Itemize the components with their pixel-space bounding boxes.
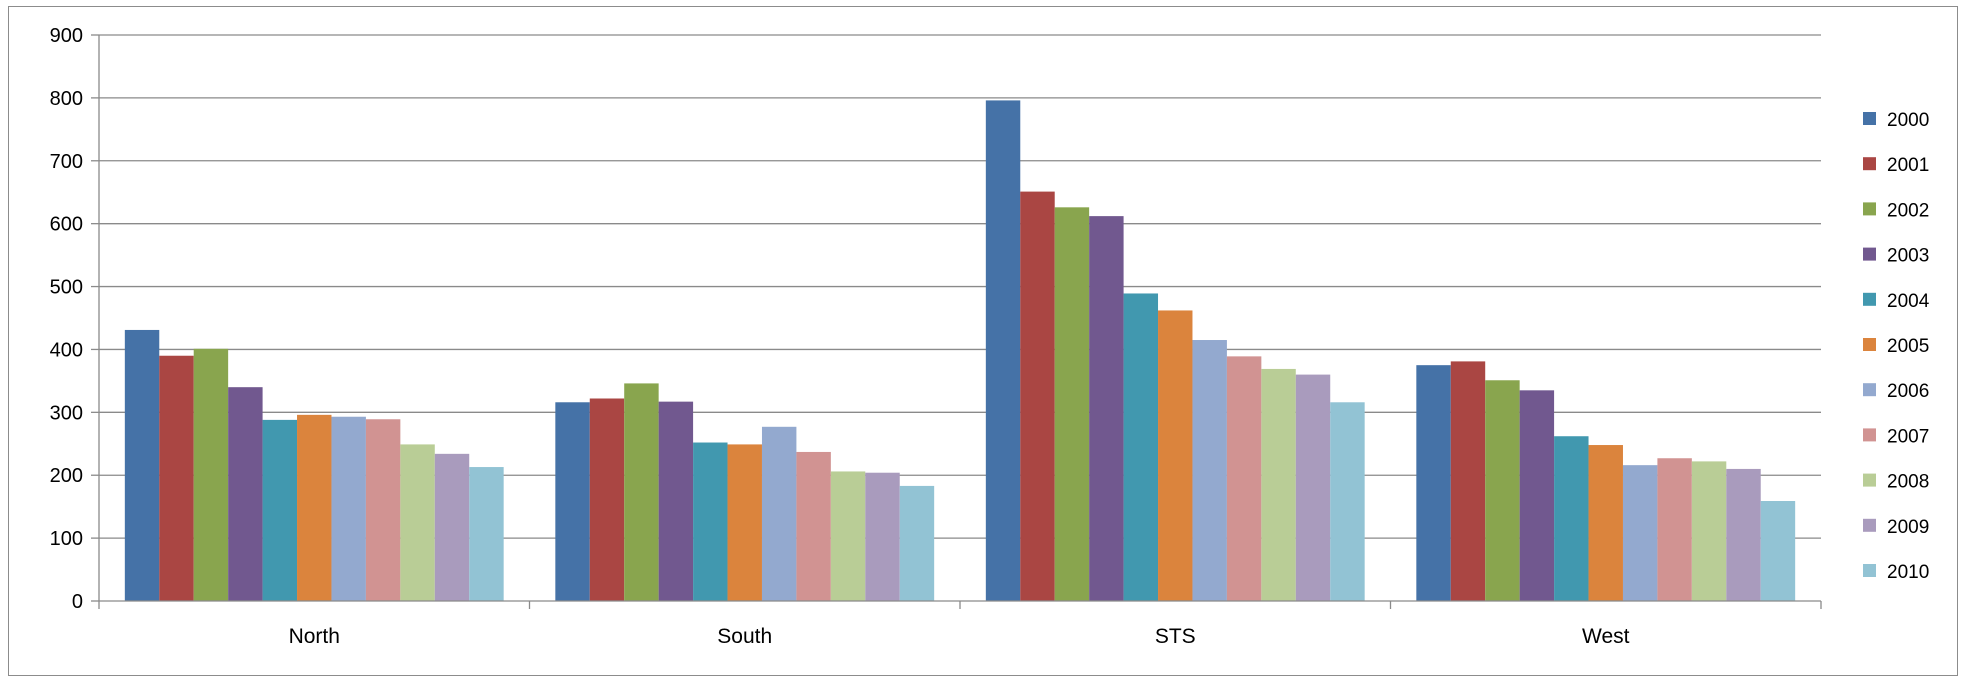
bar-north-2006 bbox=[331, 416, 366, 601]
bar-sts-2008 bbox=[1261, 368, 1296, 601]
legend-swatch bbox=[1863, 428, 1876, 442]
bar-south-2008 bbox=[830, 471, 866, 601]
y-tick-label: 600 bbox=[50, 214, 83, 236]
bar-north-2010 bbox=[469, 467, 504, 601]
y-tick-label: 0 bbox=[72, 591, 83, 613]
y-tick-label: 800 bbox=[50, 88, 83, 110]
legend-label: 2000 bbox=[1887, 110, 1929, 131]
y-axis-tick-labels: 0 100 200 300 400 500 600 700 800 900 bbox=[50, 25, 83, 613]
bar-sts-2002 bbox=[1054, 207, 1090, 601]
bar-south-2000 bbox=[555, 402, 590, 601]
bar-sts-2010 bbox=[1330, 402, 1365, 601]
y-tick-label: 900 bbox=[50, 25, 83, 47]
legend: 2000 2001 2002 2003 2004 2005 2006 2007 2008 2009… bbox=[1863, 110, 1930, 583]
bar-sts-2007 bbox=[1226, 356, 1262, 601]
bar-north-2002 bbox=[193, 348, 229, 601]
bar-south-2002 bbox=[624, 383, 659, 601]
bar-south-2005 bbox=[727, 444, 762, 601]
legend-swatch bbox=[1863, 112, 1876, 125]
bars bbox=[124, 100, 1796, 602]
bar-west-2010 bbox=[1760, 501, 1796, 601]
bar-sts-2001 bbox=[1020, 191, 1055, 602]
legend-label: 2002 bbox=[1887, 200, 1929, 221]
legend-swatch bbox=[1863, 518, 1876, 532]
legend-label: 2007 bbox=[1887, 426, 1929, 447]
y-tick-label: 400 bbox=[50, 339, 83, 361]
bar-west-2002 bbox=[1485, 380, 1520, 601]
bar-sts-2006 bbox=[1192, 340, 1227, 601]
bar-north-2005 bbox=[297, 414, 332, 601]
bar-west-2006 bbox=[1622, 465, 1658, 601]
bar-west-2004 bbox=[1554, 436, 1589, 601]
bar-north-2003 bbox=[228, 387, 263, 601]
x-axis-category-labels: North South STS West bbox=[289, 625, 1630, 648]
y-tick-label: 500 bbox=[50, 277, 83, 299]
legend-label: 2003 bbox=[1887, 246, 1929, 267]
legend-swatch bbox=[1863, 247, 1876, 261]
bar-south-2007 bbox=[796, 451, 831, 601]
legend-label: 2009 bbox=[1887, 517, 1929, 538]
category-label: West bbox=[1582, 625, 1630, 648]
bar-north-2008 bbox=[400, 444, 435, 601]
category-label: STS bbox=[1155, 625, 1196, 648]
bar-sts-2009 bbox=[1295, 374, 1331, 601]
category-label: North bbox=[289, 625, 340, 648]
y-tick-label: 700 bbox=[50, 151, 83, 173]
bar-north-2007 bbox=[365, 419, 401, 601]
y-tick-label: 200 bbox=[50, 465, 83, 487]
bar-west-2008 bbox=[1691, 461, 1727, 601]
bar-south-2010 bbox=[899, 485, 935, 601]
chart-container: 0 100 200 300 400 500 600 700 800 900 North South S… bbox=[8, 6, 1958, 676]
bar-north-2009 bbox=[434, 453, 470, 601]
bar-west-2003 bbox=[1519, 390, 1555, 601]
legend-swatch bbox=[1863, 202, 1876, 216]
bar-north-2001 bbox=[159, 355, 194, 601]
legend-swatch bbox=[1863, 473, 1876, 487]
bar-south-2006 bbox=[761, 426, 797, 601]
bar-south-2004 bbox=[693, 442, 728, 601]
bar-west-2007 bbox=[1657, 458, 1692, 601]
legend-label: 2001 bbox=[1887, 155, 1929, 176]
bar-north-2004 bbox=[262, 419, 298, 601]
bar-south-2001 bbox=[589, 398, 625, 601]
bar-west-2009 bbox=[1726, 468, 1761, 601]
bar-sts-2005 bbox=[1158, 310, 1193, 601]
bar-west-2000 bbox=[1416, 365, 1451, 601]
bar-sts-2004 bbox=[1123, 293, 1159, 601]
legend-swatch bbox=[1863, 157, 1876, 171]
legend-label: 2010 bbox=[1887, 562, 1929, 583]
legend-label: 2008 bbox=[1887, 472, 1929, 493]
y-tick-label: 300 bbox=[50, 402, 83, 424]
legend-swatch bbox=[1863, 383, 1876, 397]
legend-label: 2004 bbox=[1887, 291, 1930, 312]
bar-sts-2000 bbox=[985, 100, 1021, 601]
bar-west-2001 bbox=[1450, 361, 1486, 601]
bar-chart: 0 100 200 300 400 500 600 700 800 900 North South S… bbox=[50, 25, 1930, 648]
bar-west-2005 bbox=[1588, 445, 1623, 601]
legend-swatch bbox=[1863, 292, 1876, 306]
bar-north-2000 bbox=[124, 329, 160, 601]
bar-sts-2003 bbox=[1089, 216, 1124, 601]
bar-south-2003 bbox=[658, 401, 694, 601]
legend-label: 2005 bbox=[1887, 336, 1929, 357]
category-label: South bbox=[717, 625, 772, 648]
legend-swatch bbox=[1863, 564, 1876, 577]
y-tick-label: 100 bbox=[50, 528, 83, 550]
legend-swatch bbox=[1863, 338, 1876, 351]
bar-south-2009 bbox=[865, 472, 900, 601]
axes bbox=[91, 34, 1822, 609]
legend-label: 2006 bbox=[1887, 381, 1929, 402]
